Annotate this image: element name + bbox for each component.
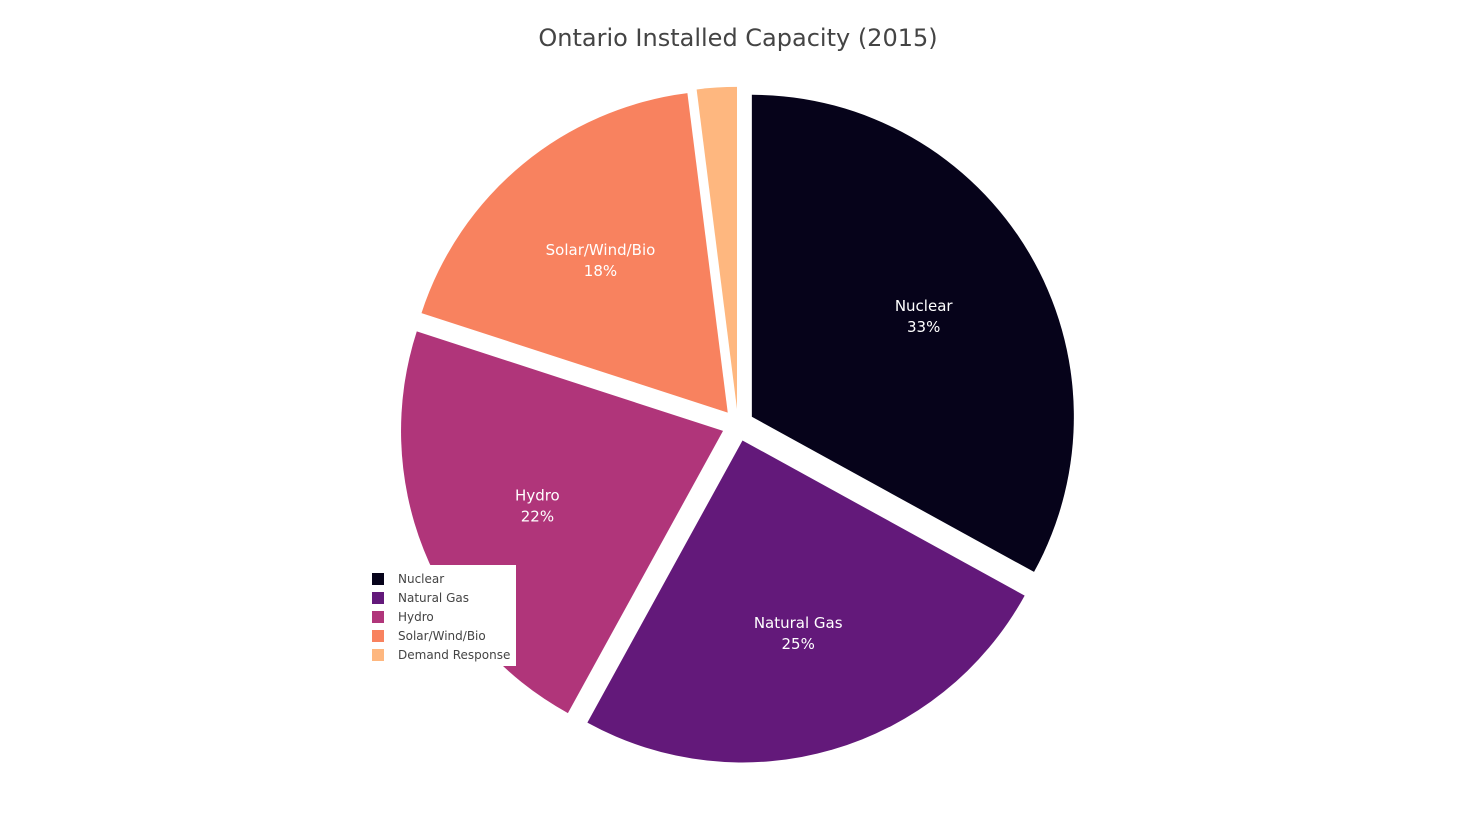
legend: Nuclear Natural Gas Hydro Solar/Wind/Bio Dem… [366,565,517,666]
pie-slice-solar-wind-bio[interactable] [421,93,728,413]
legend-swatch [372,648,384,661]
legend-item-hydro[interactable]: Hydro [372,607,510,626]
pie-slice-natural-gas[interactable] [587,440,1025,763]
pie-slice-demand-response[interactable] [696,86,737,409]
legend-label: Nuclear [398,571,445,586]
legend-item-natural-gas[interactable]: Natural Gas [372,588,510,607]
legend-item-solar-wind-bio[interactable]: Solar/Wind/Bio [372,626,510,645]
legend-label: Demand Response [398,647,511,662]
legend-item-demand-response[interactable]: Demand Response [372,645,510,664]
slice-label-solar-wind-bio: Solar/Wind/Bio 18% [546,241,656,280]
pie-slice-nuclear[interactable] [751,94,1074,572]
legend-swatch [372,572,384,585]
legend-swatch [372,591,384,604]
pie-slices [401,86,1074,763]
legend-swatch [372,629,384,642]
legend-item-nuclear[interactable]: Nuclear [372,569,510,588]
chart-title: Ontario Installed Capacity (2015) [538,24,938,52]
legend-label: Natural Gas [398,590,469,605]
slice-label-natural-gas: Natural Gas 25% [754,614,843,653]
legend-label: Hydro [398,609,434,624]
slice-label-nuclear: Nuclear 33% [895,297,954,336]
legend-swatch [372,610,384,623]
legend-label: Solar/Wind/Bio [398,628,486,643]
pie-slice-labels: Nuclear 33% Natural Gas 25% Hydro 22% Solar/Wi… [515,241,953,653]
slice-label-hydro: Hydro 22% [515,486,560,525]
